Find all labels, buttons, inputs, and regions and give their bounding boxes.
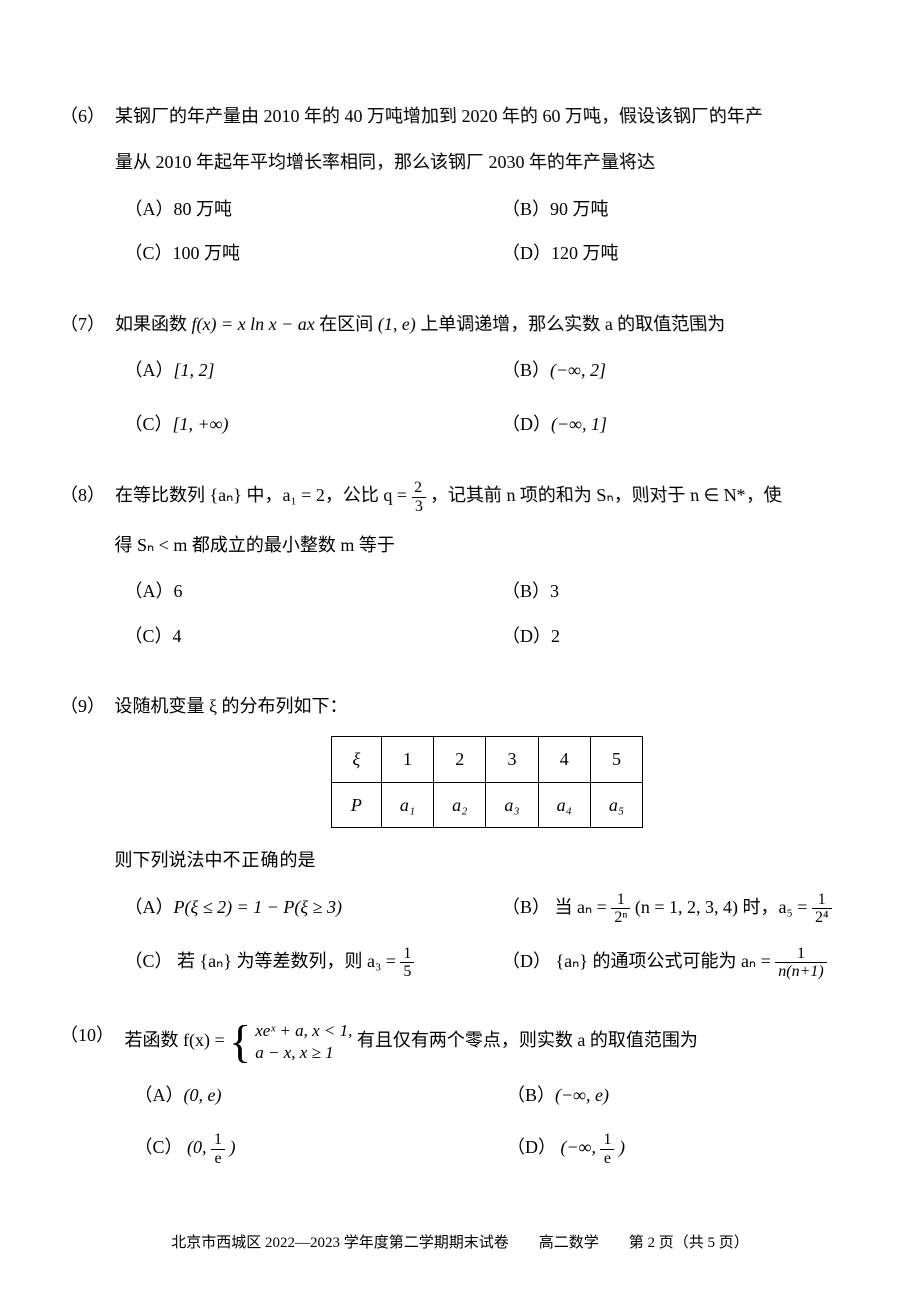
q6-options: （A）80 万吨 （B）90 万吨 （C）100 万吨 （D）120 万吨 (125, 193, 860, 270)
q7-optA: （A）[1, 2] (125, 354, 483, 386)
q6-line1: 某钢厂的年产量由 2010 年的 40 万吨增加到 2020 年的 60 万吨，… (115, 100, 862, 132)
q6-optD: （D）120 万吨 (502, 237, 860, 269)
q9-optD: （D） {aₙ} 的通项公式可能为 aₙ = 1n(n+1) (502, 945, 860, 981)
q8-optC: （C）4 (125, 620, 483, 652)
q8-number: （8） (60, 479, 110, 511)
q7-number: （7） (60, 308, 110, 340)
q9-after: 则下列说法中不正确的是 (115, 844, 860, 876)
q8-optB: （B）3 (502, 575, 860, 607)
q7-options: （A）[1, 2] （B）(−∞, 2] （C）[1, +∞) （D）(−∞, … (125, 354, 860, 441)
table-row: P a₁ a₂ a₃ a₄ a₅ (331, 782, 642, 827)
question-10: （10） 若函数 f(x) = { xeˣ + a, x < 1, a − x,… (60, 1019, 860, 1178)
q9-distribution-table: ξ 1 2 3 4 5 P a₁ a₂ a₃ a₄ a₅ (331, 736, 643, 828)
q8-optA: （A）6 (125, 575, 483, 607)
q6-line2: 量从 2010 年起年平均增长率相同，那么该钢厂 2030 年的年产量将达 (115, 147, 862, 179)
q10-number: （10） (60, 1019, 120, 1051)
q7-optB: （B）(−∞, 2] (502, 354, 860, 386)
q6-optB: （B）90 万吨 (502, 193, 860, 225)
q10-body: 若函数 f(x) = { xeˣ + a, x < 1, a − x, x ≥ … (125, 1019, 860, 1178)
q9-optC: （C） 若 {aₙ} 为等差数列，则 a₃ = 15 (125, 945, 483, 981)
q8-options: （A）6 （B）3 （C）4 （D）2 (125, 575, 860, 652)
q9-number: （9） (60, 690, 110, 722)
q6-number: （6） (60, 100, 110, 132)
q8-fraction: 23 (410, 479, 425, 515)
q9-optA: （A）P(ξ ≤ 2) = 1 − P(ξ ≥ 3) (125, 891, 483, 927)
q8-line1: 在等比数列 {aₙ} 中，a₁ = 2，公比 q = 23 ，记其前 n 项的和… (115, 479, 862, 515)
q7-optC: （C）[1, +∞) (125, 408, 483, 440)
q6-optC: （C）100 万吨 (125, 237, 483, 269)
table-row: ξ 1 2 3 4 5 (331, 737, 642, 782)
q10-options: （A）(0, e) （B）(−∞, e) （C） (0, 1e ) （D） (−… (135, 1079, 860, 1168)
q10-optD: （D） (−∞, 1e ) (507, 1131, 860, 1167)
q10-piecewise: { xeˣ + a, x < 1, a − x, x ≥ 1 (229, 1019, 352, 1065)
q7-body: 如果函数 f(x) = x ln x − ax 在区间 (1, e) 上单调递增… (115, 308, 860, 451)
q9-body: 设随机变量 ξ 的分布列如下： ξ 1 2 3 4 5 P a₁ a₂ a₃ a… (115, 690, 860, 991)
q10-optA: （A）(0, e) (135, 1079, 488, 1111)
q10-optB: （B）(−∞, e) (507, 1079, 860, 1111)
q7-stem: 如果函数 f(x) = x ln x − ax 在区间 (1, e) 上单调递增… (115, 308, 862, 340)
exam-page: （6） 某钢厂的年产量由 2010 年的 40 万吨增加到 2020 年的 60… (0, 0, 920, 1246)
question-6: （6） 某钢厂的年产量由 2010 年的 40 万吨增加到 2020 年的 60… (60, 100, 860, 280)
question-9: （9） 设随机变量 ξ 的分布列如下： ξ 1 2 3 4 5 P a₁ a₂ … (60, 690, 860, 991)
q7-optD: （D）(−∞, 1] (502, 408, 860, 440)
q9-options: （A）P(ξ ≤ 2) = 1 − P(ξ ≥ 3) （B） 当 aₙ = 12… (125, 891, 860, 981)
page-footer: 北京市西城区 2022—2023 学年度第二学期期末试卷 高二数学 第 2 页（… (0, 1231, 920, 1252)
q10-optC: （C） (0, 1e ) (135, 1131, 488, 1167)
q9-optB: （B） 当 aₙ = 12ⁿ (n = 1, 2, 3, 4) 时，a₅ = 1… (502, 891, 860, 927)
q10-stem: 若函数 f(x) = { xeˣ + a, x < 1, a − x, x ≥ … (125, 1019, 860, 1065)
q8-optD: （D）2 (502, 620, 860, 652)
q6-body: 某钢厂的年产量由 2010 年的 40 万吨增加到 2020 年的 60 万吨，… (115, 100, 860, 280)
q8-body: 在等比数列 {aₙ} 中，a₁ = 2，公比 q = 23 ，记其前 n 项的和… (115, 479, 860, 662)
q6-optA: （A）80 万吨 (125, 193, 483, 225)
question-8: （8） 在等比数列 {aₙ} 中，a₁ = 2，公比 q = 23 ，记其前 n… (60, 479, 860, 662)
question-7: （7） 如果函数 f(x) = x ln x − ax 在区间 (1, e) 上… (60, 308, 860, 451)
q8-line2: 得 Sₙ < m 都成立的最小整数 m 等于 (115, 529, 860, 561)
q9-stem: 设随机变量 ξ 的分布列如下： (115, 690, 860, 722)
left-brace-icon: { (229, 1019, 251, 1065)
